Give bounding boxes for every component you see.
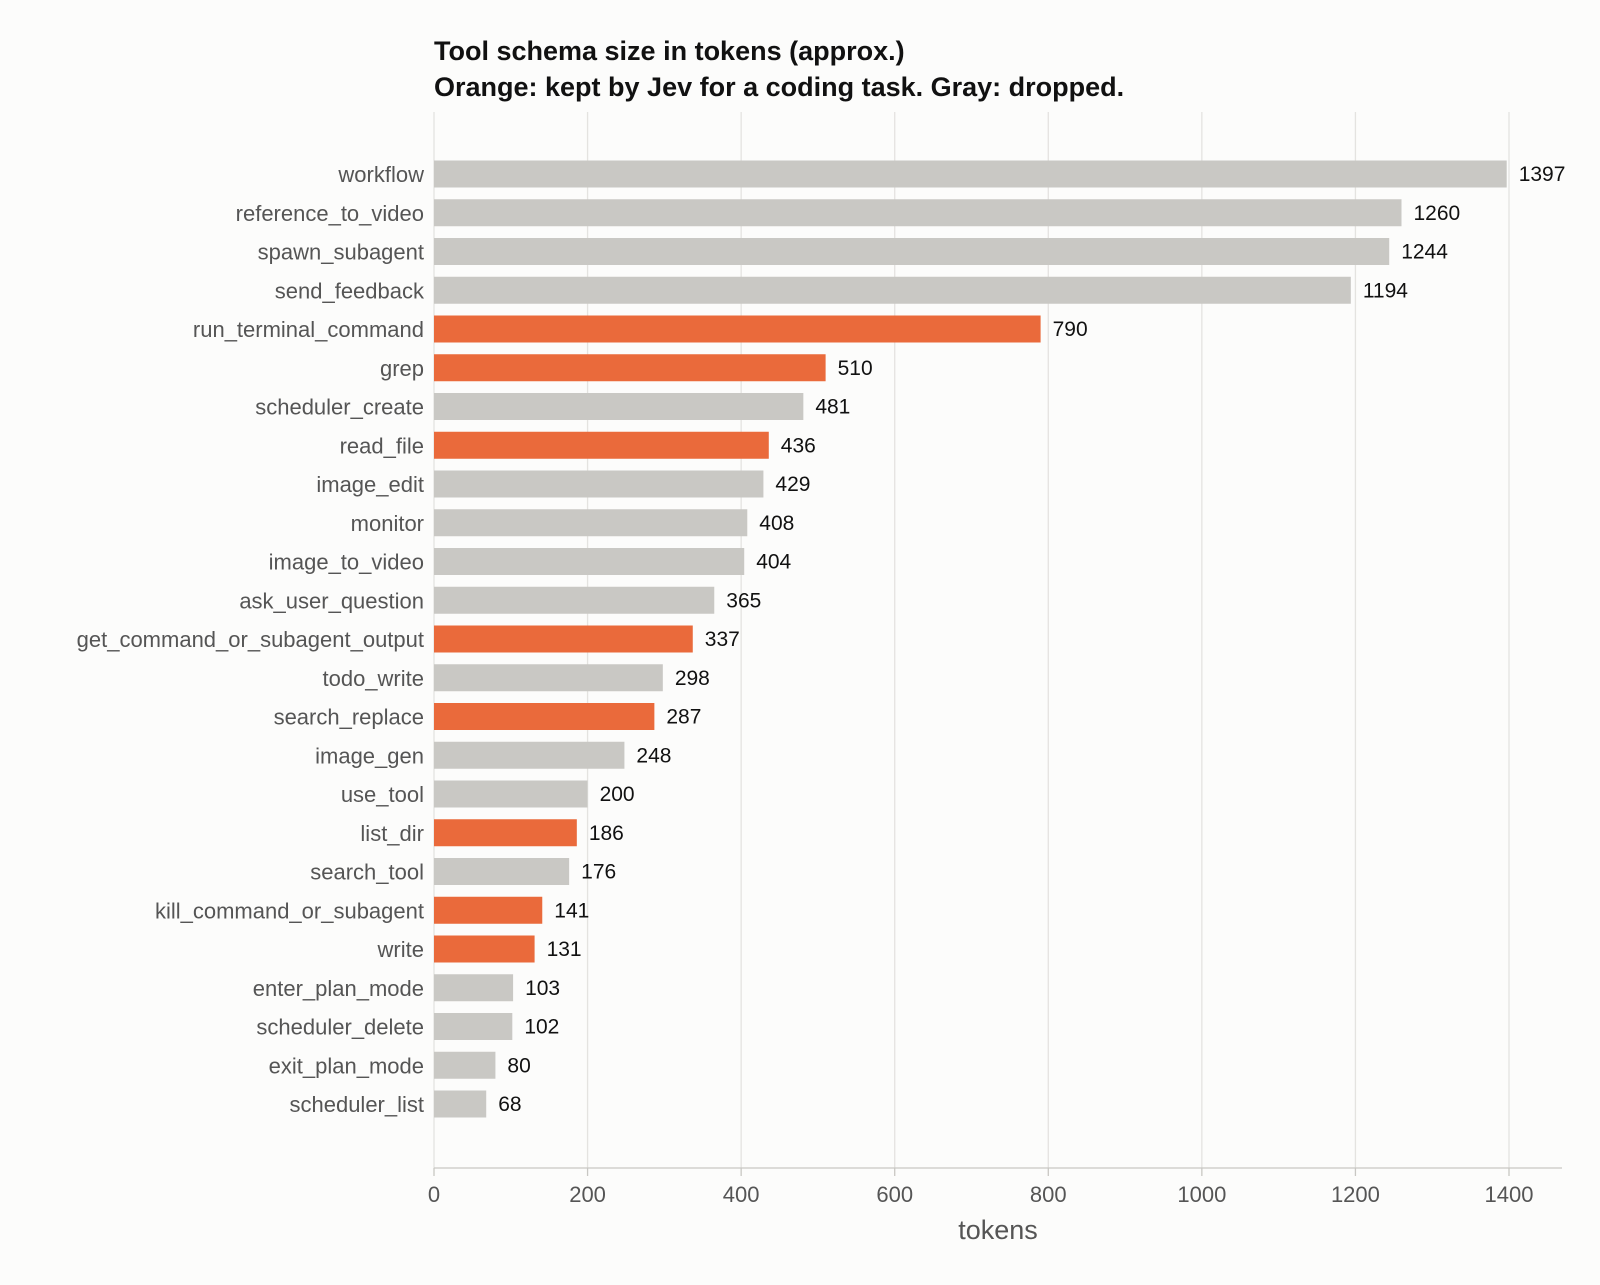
value-label: 1194 — [1363, 279, 1408, 302]
category-label: search_replace — [274, 705, 424, 730]
category-labels: workflow reference_to_video spawn_subagent… — [77, 162, 425, 1117]
x-tick-label: 200 — [569, 1182, 606, 1207]
value-label: 429 — [775, 473, 810, 496]
x-tick-label: 800 — [1030, 1182, 1067, 1207]
bar-search_tool — [434, 858, 570, 885]
bar-workflow — [434, 160, 1507, 188]
category-label: reference_to_video — [236, 201, 424, 226]
value-label: 131 — [547, 938, 582, 961]
value-label: 365 — [726, 589, 761, 612]
bar-todo_write — [434, 664, 663, 692]
category-label: scheduler_list — [289, 1092, 424, 1117]
value-label: 68 — [498, 1093, 521, 1116]
bar-image_gen — [434, 741, 625, 769]
value-label: 141 — [554, 899, 589, 922]
value-label: 248 — [636, 744, 671, 767]
value-label: 298 — [675, 667, 710, 690]
bar-get_command_or_subagent_output — [434, 625, 693, 653]
category-label: scheduler_create — [255, 395, 424, 420]
x-tick-label: 1400 — [1485, 1182, 1534, 1207]
category-label: spawn_subagent — [258, 240, 424, 265]
value-label: 103 — [525, 977, 560, 1000]
value-labels: 1397 1260 1244 1194 790 510 481 436 429 408 404 365… — [498, 163, 1565, 1116]
category-label: send_feedback — [275, 278, 425, 303]
value-label: 404 — [756, 551, 791, 574]
bar-read_file — [434, 431, 769, 459]
category-label: scheduler_delete — [256, 1015, 424, 1040]
bar-reference_to_video — [434, 199, 1402, 227]
category-label: image_gen — [315, 743, 424, 768]
bar-enter_plan_mode — [434, 974, 514, 1002]
bar-list_dir — [434, 819, 577, 847]
category-label: grep — [380, 356, 424, 381]
bar-kill_command_or_subagent — [434, 896, 543, 924]
x-axis: 0 200 400 600 800 1000 1200 1400 tokens — [428, 1167, 1562, 1245]
bar-write — [434, 935, 535, 963]
bar-search_replace — [434, 703, 655, 730]
value-label: 200 — [600, 783, 635, 806]
value-label: 80 — [507, 1054, 530, 1077]
bar-scheduler_delete — [434, 1013, 513, 1040]
chart-title: Tool schema size in tokens (approx.) — [434, 36, 905, 66]
bar-exit_plan_mode — [434, 1051, 496, 1079]
category-label: read_file — [340, 433, 424, 458]
value-label: 510 — [838, 357, 873, 380]
bar-run_terminal_command — [434, 315, 1041, 343]
category-label: workflow — [337, 162, 424, 187]
bar-grep — [434, 354, 826, 382]
bar-image_edit — [434, 470, 764, 498]
value-label: 337 — [705, 628, 740, 651]
category-label: write — [377, 937, 424, 962]
value-label: 287 — [666, 706, 701, 729]
x-tick-label: 1000 — [1177, 1182, 1226, 1207]
bar-use_tool — [434, 780, 588, 808]
category-label: enter_plan_mode — [253, 976, 424, 1001]
category-label: search_tool — [310, 860, 424, 885]
x-tick-label: 600 — [876, 1182, 913, 1207]
value-label: 1397 — [1519, 163, 1566, 186]
value-label: 481 — [815, 396, 850, 419]
value-label: 102 — [524, 1016, 559, 1039]
category-label: kill_command_or_subagent — [155, 898, 424, 923]
bar-scheduler_list — [434, 1090, 487, 1118]
chart-subtitle: Orange: kept by Jev for a coding task. G… — [434, 72, 1125, 102]
value-label: 436 — [781, 434, 816, 457]
category-label: use_tool — [341, 782, 424, 807]
bar-send_feedback — [434, 276, 1351, 304]
category-label: image_edit — [316, 472, 424, 497]
x-tick-label: 400 — [723, 1182, 760, 1207]
category-label: exit_plan_mode — [269, 1053, 424, 1078]
bars — [434, 160, 1507, 1118]
value-label: 790 — [1053, 318, 1088, 341]
x-tick-label: 1200 — [1331, 1182, 1380, 1207]
value-label: 408 — [759, 512, 794, 535]
category-label: ask_user_question — [239, 588, 424, 613]
value-label: 1260 — [1414, 202, 1461, 225]
value-label: 186 — [589, 822, 624, 845]
bar-scheduler_create — [434, 393, 804, 420]
bar-monitor — [434, 509, 748, 537]
value-label: 1244 — [1401, 241, 1448, 264]
bar-image_to_video — [434, 548, 745, 575]
category-label: image_to_video — [269, 550, 424, 575]
x-axis-label: tokens — [958, 1215, 1038, 1245]
category-label: monitor — [351, 511, 424, 536]
category-label: list_dir — [360, 821, 424, 846]
category-label: run_terminal_command — [193, 317, 424, 342]
category-label: get_command_or_subagent_output — [77, 627, 424, 652]
x-tick-label: 0 — [428, 1182, 440, 1207]
value-label: 176 — [581, 861, 616, 884]
bar-spawn_subagent — [434, 238, 1390, 265]
bar-ask_user_question — [434, 586, 715, 614]
category-label: todo_write — [322, 666, 424, 691]
